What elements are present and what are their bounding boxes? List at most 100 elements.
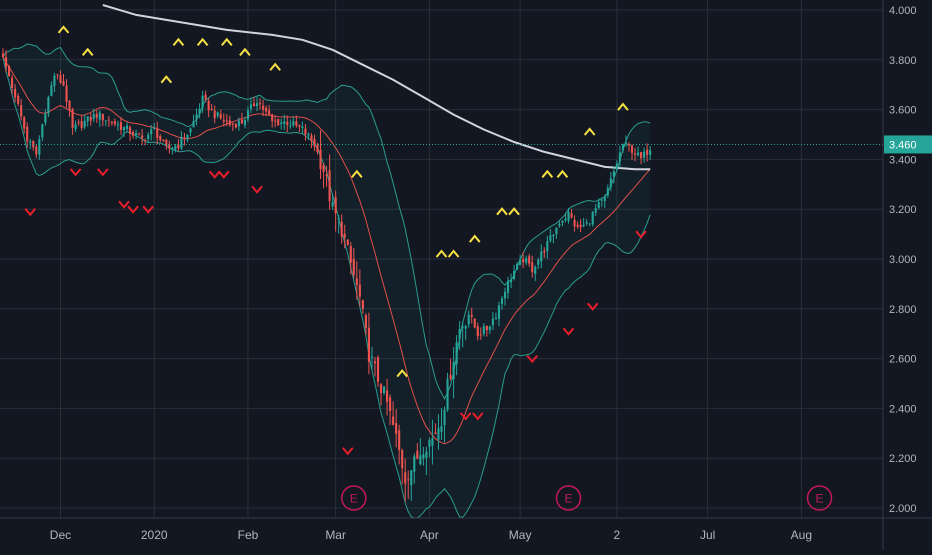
candle[interactable] — [540, 244, 543, 269]
candle[interactable] — [522, 251, 525, 268]
candle[interactable] — [243, 116, 247, 129]
candle[interactable] — [207, 98, 210, 118]
candle[interactable] — [41, 123, 44, 142]
candle[interactable] — [307, 132, 310, 140]
candle[interactable] — [83, 114, 86, 130]
candle[interactable] — [588, 223, 591, 227]
candle[interactable] — [649, 145, 652, 161]
candle[interactable] — [615, 160, 618, 172]
candle[interactable] — [210, 104, 213, 112]
candle[interactable] — [389, 394, 392, 426]
candle[interactable] — [138, 132, 141, 136]
candle[interactable] — [92, 108, 95, 122]
candle[interactable] — [319, 130, 322, 180]
candle[interactable] — [240, 112, 243, 125]
candle[interactable] — [125, 122, 129, 132]
candle[interactable] — [231, 122, 234, 131]
candle[interactable] — [479, 327, 482, 340]
candle[interactable] — [624, 135, 628, 147]
candle[interactable] — [398, 424, 401, 465]
candle[interactable] — [582, 217, 585, 228]
candle[interactable] — [552, 233, 555, 244]
candle[interactable] — [425, 446, 428, 476]
candle[interactable] — [225, 114, 228, 127]
candle[interactable] — [386, 378, 389, 416]
candle[interactable] — [543, 247, 546, 258]
candle[interactable] — [358, 269, 361, 307]
candle[interactable] — [144, 138, 147, 146]
candle[interactable] — [352, 247, 355, 279]
candle[interactable] — [500, 296, 504, 310]
candle[interactable] — [50, 81, 53, 97]
candle[interactable] — [328, 154, 331, 210]
candle[interactable] — [322, 162, 325, 189]
candle[interactable] — [113, 118, 116, 127]
candle[interactable] — [17, 93, 20, 107]
candle[interactable] — [334, 190, 337, 232]
candle[interactable] — [461, 321, 464, 348]
candle[interactable] — [249, 97, 253, 114]
candle[interactable] — [219, 109, 222, 121]
candle[interactable] — [346, 239, 349, 246]
candle[interactable] — [195, 108, 198, 126]
candle[interactable] — [437, 414, 440, 450]
candle[interactable] — [633, 148, 637, 162]
candle[interactable] — [525, 255, 528, 266]
candle[interactable] — [491, 311, 494, 330]
candle[interactable] — [131, 130, 135, 139]
candle[interactable] — [313, 134, 316, 151]
earnings-marker[interactable]: E — [806, 485, 833, 511]
candle[interactable] — [174, 143, 177, 153]
candle[interactable] — [1, 48, 5, 58]
candle[interactable] — [513, 264, 516, 281]
candle[interactable] — [14, 83, 17, 103]
candle[interactable] — [519, 254, 522, 266]
candle[interactable] — [473, 317, 476, 329]
candle[interactable] — [413, 453, 416, 484]
candle[interactable] — [528, 253, 531, 267]
candle[interactable] — [497, 301, 501, 327]
candle[interactable] — [630, 144, 634, 160]
candle[interactable] — [603, 194, 606, 209]
candle[interactable] — [443, 406, 446, 443]
candle[interactable] — [11, 74, 14, 95]
candle[interactable] — [597, 198, 600, 210]
candle[interactable] — [119, 117, 123, 135]
candle[interactable] — [458, 321, 461, 350]
candle[interactable] — [234, 122, 237, 129]
candle[interactable] — [494, 312, 497, 321]
candle[interactable] — [467, 310, 470, 328]
candle[interactable] — [549, 228, 552, 243]
candle[interactable] — [177, 139, 180, 152]
candle[interactable] — [26, 122, 29, 148]
candle[interactable] — [546, 235, 549, 259]
candle[interactable] — [419, 438, 422, 466]
candle[interactable] — [509, 273, 513, 288]
candle[interactable] — [252, 96, 256, 107]
candle[interactable] — [262, 99, 265, 117]
candle[interactable] — [476, 322, 479, 341]
candle[interactable] — [379, 382, 383, 406]
candle[interactable] — [265, 105, 268, 117]
candle[interactable] — [246, 106, 250, 123]
candle[interactable] — [213, 105, 216, 124]
candle[interactable] — [204, 90, 207, 103]
candle[interactable] — [331, 193, 334, 211]
candle[interactable] — [310, 132, 313, 149]
candle[interactable] — [222, 113, 225, 127]
candle[interactable] — [47, 95, 50, 118]
candle[interactable] — [636, 146, 640, 157]
candle[interactable] — [122, 126, 126, 138]
candle[interactable] — [304, 123, 307, 141]
candle[interactable] — [4, 50, 8, 72]
candle[interactable] — [159, 134, 162, 143]
candle[interactable] — [301, 121, 304, 134]
candle[interactable] — [107, 115, 110, 127]
candle[interactable] — [280, 118, 283, 130]
candle[interactable] — [86, 116, 89, 127]
candle[interactable] — [153, 122, 156, 130]
earnings-marker[interactable]: E — [555, 485, 582, 511]
candle[interactable] — [446, 372, 449, 412]
